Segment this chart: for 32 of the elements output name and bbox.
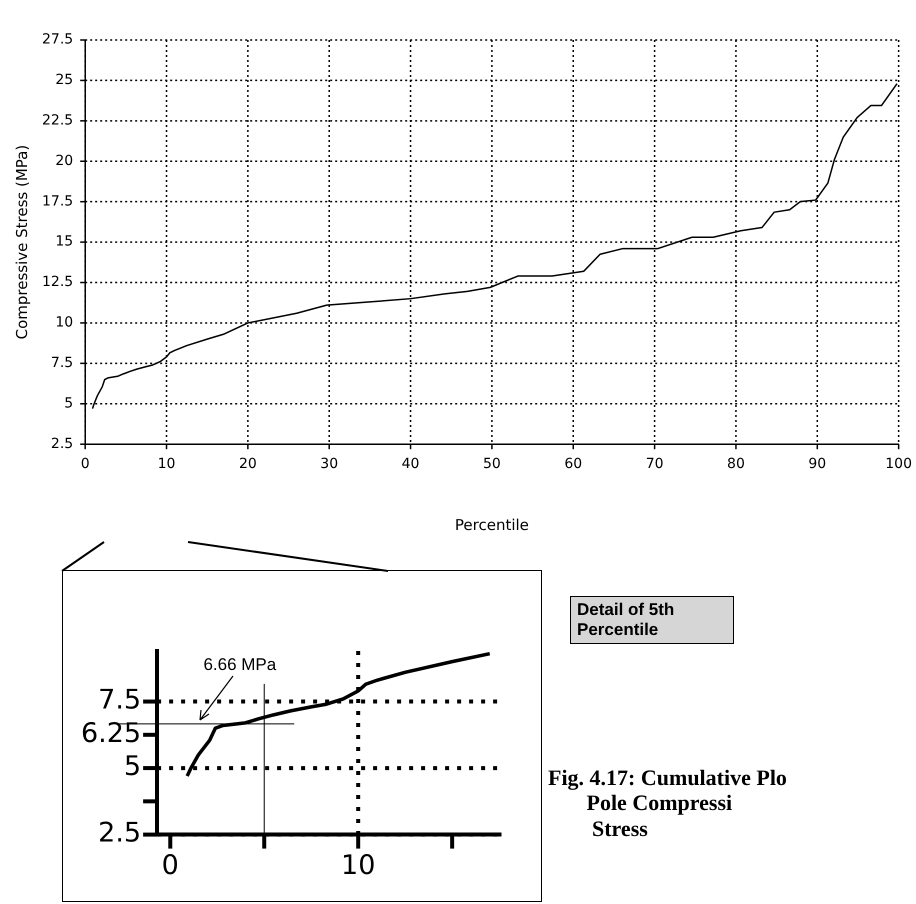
x-tick-label: 40	[402, 456, 420, 472]
y-tick-label: 2.5	[98, 818, 142, 849]
y-tick-label: 7.5	[98, 684, 142, 716]
y-tick-label: 20	[55, 152, 74, 169]
annotation: 6.66 MPa	[203, 655, 277, 674]
x-tick-label: 60	[564, 456, 582, 472]
y-tick-label: 22.5	[42, 112, 74, 128]
x-axis-title: Percentile	[454, 516, 529, 534]
y-tick-label: 7.5	[50, 355, 74, 371]
y-tick-label: 17.5	[42, 193, 74, 210]
x-tick-label: 90	[808, 456, 826, 472]
x-tick-label: 0	[162, 850, 179, 881]
text: Detail of 5th Percentile	[570, 596, 734, 644]
y-tick-label: 6.25	[80, 718, 142, 749]
x-tick-label: 80	[727, 456, 745, 472]
x-tick-label: 70	[646, 456, 664, 472]
x-tick-label: 30	[320, 456, 338, 472]
x-tick-label: 10	[158, 456, 176, 472]
y-tick-label: 15	[55, 234, 74, 250]
y-tick-label: 25	[55, 72, 74, 88]
x-tick-label: 0	[80, 456, 90, 472]
y-tick-label: 27.5	[42, 32, 74, 48]
x-tick-label: 50	[482, 456, 501, 472]
y-tick-label: 2.5	[50, 436, 74, 452]
y-tick-label: 10	[55, 314, 74, 331]
y-tick-label: 12.5	[42, 274, 74, 290]
y-tick-label: 5	[124, 751, 142, 782]
x-tick-label: 100	[885, 456, 912, 472]
y-tick-label: 5	[64, 395, 74, 412]
y-axis-title: Compressive Stress (MPa)	[12, 144, 31, 340]
caption: Fig. 4.17: Cumulative Plo Pole Compressi Stress	[548, 765, 787, 841]
x-tick-label: 20	[238, 456, 257, 472]
